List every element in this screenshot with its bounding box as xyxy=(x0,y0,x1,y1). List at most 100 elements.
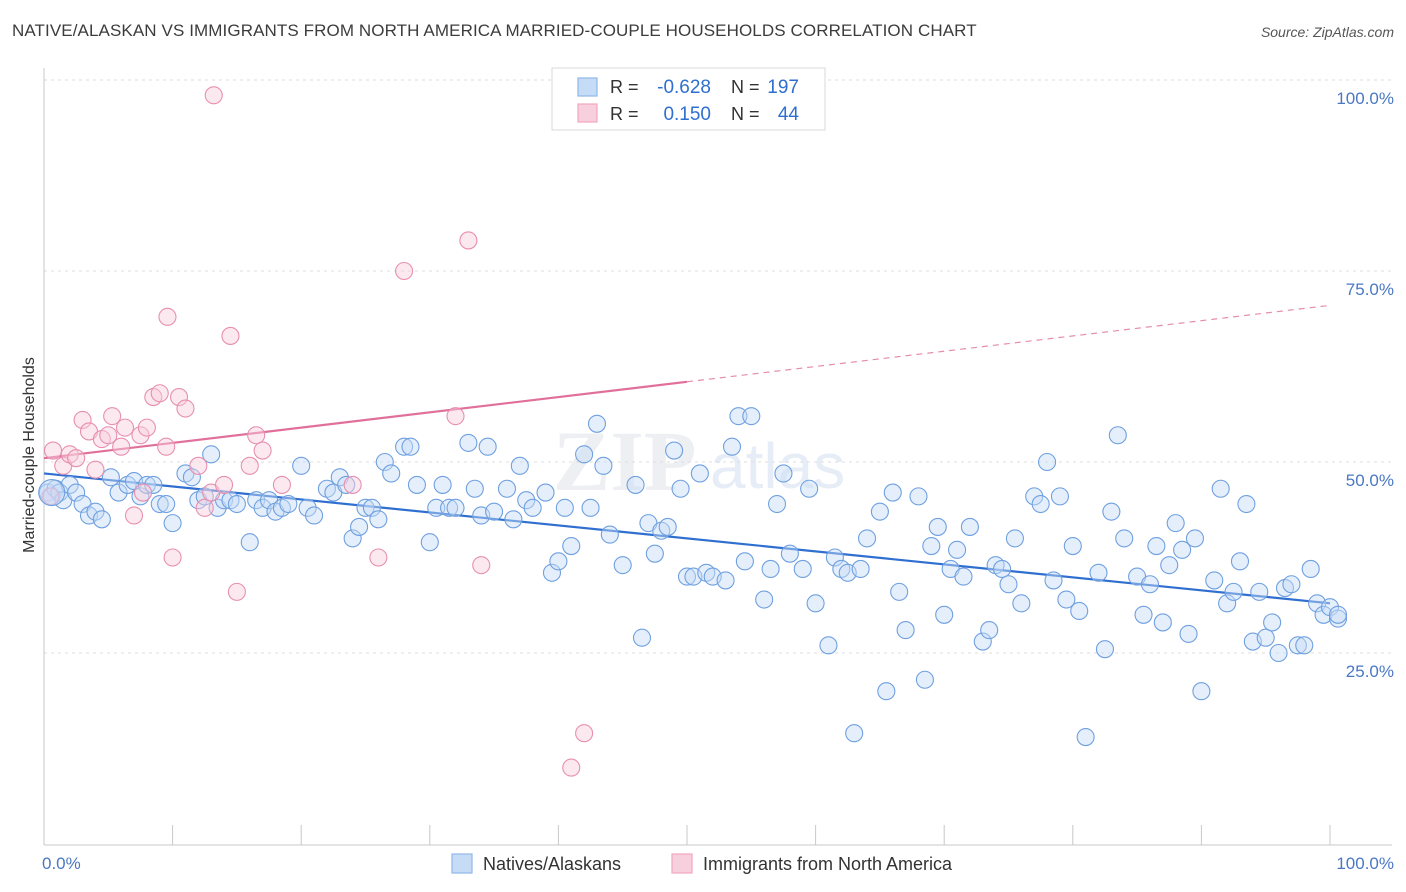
data-point xyxy=(665,441,684,460)
data-point xyxy=(909,487,928,506)
data-point xyxy=(1102,502,1121,521)
data-point xyxy=(722,437,742,456)
data-point xyxy=(478,437,497,456)
data-point xyxy=(1173,540,1192,559)
data-points xyxy=(38,70,1348,777)
data-point xyxy=(555,498,574,517)
data-point xyxy=(86,502,105,521)
data-point xyxy=(1205,571,1224,590)
data-point xyxy=(189,456,208,475)
data-point xyxy=(761,559,780,579)
data-point xyxy=(169,388,189,407)
y-tick-label-50: 50.0% xyxy=(1346,471,1394,490)
y-tick-label-100: 100.0% xyxy=(1336,89,1394,108)
data-point xyxy=(1218,594,1237,613)
gridlines xyxy=(44,79,1392,654)
data-point xyxy=(890,582,909,601)
data-point xyxy=(1192,682,1211,701)
data-point xyxy=(407,475,426,494)
watermark-zip: ZIP xyxy=(553,413,696,509)
legend-n-value-blue: 197 xyxy=(767,77,799,98)
data-point xyxy=(382,464,401,483)
data-point xyxy=(92,510,111,529)
data-point xyxy=(485,502,504,521)
data-point xyxy=(575,724,594,743)
data-point xyxy=(1269,643,1288,663)
data-point xyxy=(272,475,291,494)
data-point xyxy=(1230,552,1250,571)
data-point xyxy=(369,548,388,567)
data-point xyxy=(1179,624,1198,643)
data-point xyxy=(658,517,677,536)
data-point xyxy=(575,445,594,464)
data-point xyxy=(504,510,523,529)
data-point xyxy=(594,456,613,475)
data-point xyxy=(935,605,954,624)
data-point xyxy=(1250,582,1269,601)
data-point xyxy=(793,559,812,579)
data-point xyxy=(677,567,697,586)
series-immigrants-north-america xyxy=(41,70,664,777)
data-point xyxy=(1147,536,1166,556)
data-point xyxy=(1282,575,1301,594)
y-tick-labels: 25.0% 50.0% 75.0% 100.0% xyxy=(1336,89,1394,681)
data-point xyxy=(86,460,105,479)
bottom-legend-swatch-pink xyxy=(671,853,693,874)
data-point xyxy=(182,468,201,487)
data-point xyxy=(1031,494,1050,514)
series-natives-alaskans xyxy=(38,407,1348,747)
data-point xyxy=(1288,636,1307,655)
data-point xyxy=(1295,636,1314,655)
data-point xyxy=(465,479,484,498)
bottom-legend-swatch-blue xyxy=(451,853,473,874)
data-point xyxy=(928,517,947,536)
data-point xyxy=(1301,559,1320,579)
data-point xyxy=(825,548,844,567)
data-point xyxy=(1012,594,1031,613)
data-point xyxy=(240,456,259,475)
data-point xyxy=(446,407,465,426)
legend-n-label-pink: N = xyxy=(731,104,760,124)
data-point xyxy=(221,326,240,345)
legend-n-label-blue: N = xyxy=(731,77,760,97)
data-point xyxy=(671,479,690,498)
data-point xyxy=(536,483,555,502)
x-tick-label-max: 100.0% xyxy=(1336,854,1394,873)
data-point xyxy=(298,498,317,517)
data-point xyxy=(144,475,163,494)
data-point xyxy=(337,475,356,494)
data-point xyxy=(427,498,446,517)
data-point xyxy=(395,437,414,456)
data-point xyxy=(124,506,144,525)
data-point xyxy=(1063,536,1082,556)
data-point xyxy=(227,494,246,514)
data-point xyxy=(581,498,600,517)
data-point xyxy=(767,494,787,514)
trend-line-natives xyxy=(43,472,1331,605)
data-point xyxy=(292,456,311,475)
data-point xyxy=(101,468,120,487)
data-point xyxy=(1140,575,1160,594)
data-point xyxy=(343,475,362,494)
data-point xyxy=(1185,529,1205,548)
data-point xyxy=(350,517,369,536)
data-point xyxy=(549,552,568,571)
data-point xyxy=(632,628,652,647)
data-point xyxy=(446,498,465,517)
data-point xyxy=(1076,727,1095,747)
trend-lines xyxy=(43,304,1331,605)
data-point xyxy=(214,475,234,494)
data-point xyxy=(1044,571,1063,590)
data-point xyxy=(883,483,902,502)
data-point xyxy=(729,407,748,426)
data-point xyxy=(459,231,478,250)
y-tick-label-75: 75.0% xyxy=(1346,280,1394,299)
trend-line-immigrants xyxy=(43,380,688,460)
data-point xyxy=(1160,556,1179,575)
data-point xyxy=(1237,494,1256,514)
data-point xyxy=(253,441,272,460)
data-point xyxy=(980,621,999,640)
data-point xyxy=(896,621,915,640)
data-point xyxy=(542,563,562,582)
data-point xyxy=(960,517,979,536)
